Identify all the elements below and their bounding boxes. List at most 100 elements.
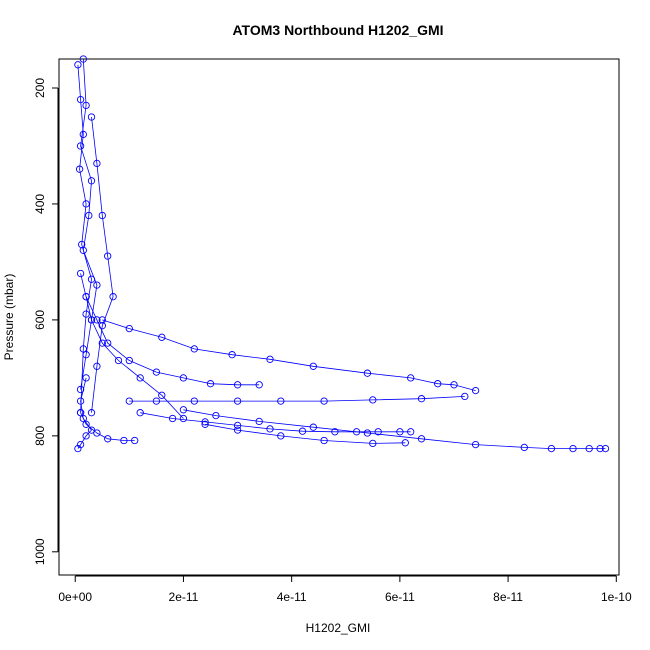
y-tick-label: 200 — [33, 78, 47, 98]
data-point — [136, 409, 144, 417]
data-point — [76, 269, 85, 278]
y-tick-label: 400 — [33, 194, 47, 214]
data-point — [298, 427, 307, 435]
data-point — [136, 374, 144, 382]
data-point — [82, 374, 90, 382]
data-point — [76, 95, 85, 104]
data-point — [82, 101, 90, 110]
data-point — [93, 362, 101, 370]
data-point — [74, 61, 82, 69]
x-axis-label: H1202_GMI — [306, 621, 371, 635]
data-point — [125, 397, 133, 405]
series-line — [102, 319, 476, 391]
data-point — [320, 397, 328, 405]
x-tick-label: 8e-11 — [493, 590, 523, 604]
y-tick-label: 600 — [33, 310, 47, 330]
data-point — [93, 316, 101, 324]
data-point — [79, 345, 87, 353]
series-3 — [76, 269, 188, 423]
data-point — [120, 436, 128, 445]
data-point — [98, 322, 106, 330]
data-point — [233, 397, 242, 405]
data-point — [104, 339, 112, 347]
data-point — [179, 406, 188, 414]
data-point — [363, 429, 372, 437]
series-10 — [76, 409, 139, 445]
data-point — [520, 443, 528, 452]
data-point — [87, 316, 96, 324]
data-point — [98, 339, 106, 347]
data-point — [255, 381, 263, 389]
data-point — [168, 414, 177, 423]
data-point — [434, 380, 442, 388]
data-point — [98, 211, 106, 220]
data-point — [417, 395, 426, 403]
data-point — [76, 142, 85, 150]
data-point — [179, 414, 188, 423]
data-point — [152, 397, 161, 405]
data-point — [401, 439, 409, 447]
data-point — [87, 275, 96, 283]
data-point — [82, 310, 90, 318]
data-point — [596, 444, 604, 453]
chart-title: ATOM3 Northbound H1202_GMI — [232, 22, 443, 38]
data-point — [601, 444, 610, 453]
series-9 — [201, 420, 409, 448]
data-point — [374, 428, 382, 436]
data-point — [82, 432, 90, 440]
data-point — [93, 281, 101, 289]
data-point — [125, 356, 133, 365]
series-line — [91, 116, 114, 413]
data-point — [569, 444, 577, 453]
data-point — [363, 369, 372, 377]
data-point — [201, 418, 209, 426]
data-point — [82, 293, 90, 301]
data-point — [179, 374, 188, 382]
x-tick-label: 4e-11 — [277, 590, 307, 604]
data-point — [201, 420, 209, 428]
data-point — [309, 423, 317, 431]
data-point — [396, 428, 404, 436]
data-point — [131, 436, 139, 445]
data-point — [75, 165, 84, 173]
data-point — [407, 374, 415, 382]
x-tick-label: 6e-11 — [385, 590, 415, 604]
data-point — [331, 428, 339, 436]
data-point — [450, 381, 458, 389]
data-point — [190, 397, 198, 405]
series-4 — [82, 293, 263, 389]
data-point — [87, 426, 96, 434]
data-point — [233, 381, 242, 389]
data-point — [125, 324, 133, 333]
data-point — [309, 362, 317, 370]
data-point — [93, 159, 101, 168]
series-line — [85, 296, 260, 386]
data-point — [369, 439, 377, 448]
data-point — [158, 391, 166, 399]
data-point — [114, 356, 123, 365]
series-8 — [179, 406, 610, 453]
data-point — [104, 252, 112, 260]
data-point — [87, 113, 96, 121]
data-point — [82, 420, 90, 428]
x-tick-label: 2e-11 — [169, 590, 199, 604]
data-point — [277, 432, 285, 440]
data-point — [104, 435, 112, 443]
data-point — [158, 333, 166, 341]
series-line — [80, 412, 135, 441]
data-point — [233, 421, 242, 430]
data-point — [407, 428, 415, 436]
data-point — [78, 240, 86, 249]
data-point — [79, 130, 87, 139]
y-axis-label: Pressure (mbar) — [2, 274, 16, 361]
data-point — [87, 177, 96, 185]
data-point — [277, 397, 285, 405]
data-point — [206, 380, 215, 388]
data-point — [76, 385, 85, 394]
data-point — [417, 435, 426, 443]
data-point — [320, 436, 328, 445]
data-point — [85, 211, 93, 220]
data-point — [76, 397, 85, 405]
data-point — [98, 316, 106, 324]
